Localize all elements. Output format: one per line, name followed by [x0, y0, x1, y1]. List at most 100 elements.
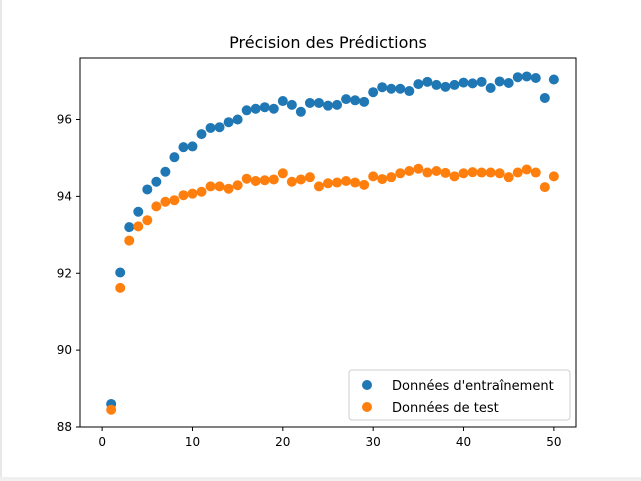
point-s2-10	[187, 188, 198, 199]
point-s2-24	[313, 181, 324, 192]
point-s2-16	[241, 173, 252, 184]
point-s2-26	[332, 177, 343, 188]
point-s1-14	[223, 117, 234, 128]
point-s1-18	[259, 102, 270, 113]
legend-marker-1	[362, 380, 372, 390]
point-s2-50	[548, 171, 559, 182]
point-s2-29	[359, 179, 370, 190]
point-s1-16	[241, 105, 252, 116]
point-s1-45	[503, 77, 514, 88]
x-axis-ticks: 0 10 20 30 40 50	[98, 427, 562, 449]
point-s2-22	[295, 174, 306, 185]
point-s1-7	[160, 166, 171, 177]
window-edge	[0, 0, 2, 481]
point-s1-13	[214, 122, 225, 133]
point-s2-25	[323, 178, 333, 189]
point-s1-40	[458, 77, 469, 88]
point-s2-2	[115, 282, 126, 293]
point-s1-46	[512, 72, 523, 83]
chart-title: Précision des Prédictions	[229, 33, 427, 52]
y-tick-label: 88	[57, 420, 72, 434]
point-s2-17	[250, 176, 261, 186]
point-s1-9	[178, 142, 189, 153]
point-s2-11	[196, 186, 207, 197]
legend-entries: Données d'entraînement Données de test	[362, 379, 554, 416]
point-s2-9	[178, 190, 189, 201]
point-s1-47	[521, 71, 532, 82]
point-s1-37	[431, 79, 442, 90]
point-s2-7	[160, 196, 171, 207]
point-s1-17	[250, 103, 261, 114]
point-s2-13	[214, 181, 225, 192]
point-s2-43	[485, 167, 496, 178]
point-s2-46	[512, 167, 523, 178]
point-s1-12	[205, 122, 216, 133]
point-s2-20	[277, 168, 288, 179]
point-s1-4	[133, 206, 144, 217]
point-s1-49	[539, 92, 550, 103]
point-s2-4	[133, 221, 144, 232]
point-s1-29	[359, 96, 370, 107]
point-s2-18	[259, 175, 270, 186]
point-s1-8	[169, 152, 180, 163]
point-s2-40	[458, 168, 469, 179]
x-tick-label: 50	[546, 435, 561, 449]
point-s1-30	[368, 87, 379, 98]
point-s2-6	[151, 201, 162, 212]
point-s1-38	[440, 81, 451, 92]
x-tick-label: 40	[456, 435, 471, 449]
point-s2-41	[467, 167, 478, 178]
point-s1-27	[341, 94, 352, 105]
point-s2-34	[404, 166, 415, 177]
point-s2-48	[530, 167, 541, 178]
point-s1-5	[142, 184, 153, 195]
point-s2-12	[205, 181, 216, 192]
point-s1-50	[548, 74, 559, 85]
point-s1-35	[413, 79, 424, 90]
point-s2-47	[521, 164, 532, 175]
point-s1-26	[332, 99, 343, 110]
legend-marker-2	[362, 402, 372, 412]
point-s2-14	[223, 183, 234, 194]
y-tick-label: 94	[57, 189, 72, 203]
window-bottom-edge	[0, 477, 641, 481]
point-s2-42	[476, 167, 487, 178]
x-tick-label: 10	[185, 435, 200, 449]
point-s1-39	[449, 79, 460, 90]
point-s2-27	[341, 176, 352, 186]
point-s2-33	[395, 168, 406, 179]
point-s1-32	[386, 83, 397, 94]
y-axis-ticks: 88 90 92 94 96	[57, 113, 80, 434]
point-s1-28	[350, 95, 361, 106]
point-s1-41	[467, 78, 478, 89]
legend-label-2: Données de test	[392, 401, 499, 416]
point-s1-24	[313, 97, 324, 108]
point-s1-6	[151, 176, 162, 187]
point-s1-42	[476, 76, 487, 87]
point-s2-39	[449, 171, 460, 182]
legend-box	[348, 369, 571, 421]
point-s1-48	[530, 72, 541, 83]
point-s2-31	[377, 174, 388, 185]
point-s2-36	[422, 167, 433, 178]
point-s1-33	[395, 83, 406, 94]
point-s1-36	[422, 76, 433, 87]
y-tick-label: 90	[57, 343, 72, 357]
point-s1-44	[494, 76, 505, 87]
point-s2-30	[368, 171, 379, 182]
point-s1-22	[295, 106, 306, 117]
point-s2-38	[440, 167, 451, 178]
point-s2-32	[386, 172, 397, 183]
point-s2-44	[494, 168, 505, 179]
legend-label-1: Données d'entraînement	[392, 379, 554, 394]
y-tick-label: 96	[57, 113, 72, 127]
point-s2-15	[232, 180, 243, 191]
point-s1-43	[485, 82, 496, 93]
point-s1-15	[232, 114, 243, 125]
point-s2-3	[124, 235, 135, 246]
data-markers	[106, 71, 559, 415]
x-tick-label: 20	[275, 435, 290, 449]
point-s1-2	[115, 267, 126, 278]
